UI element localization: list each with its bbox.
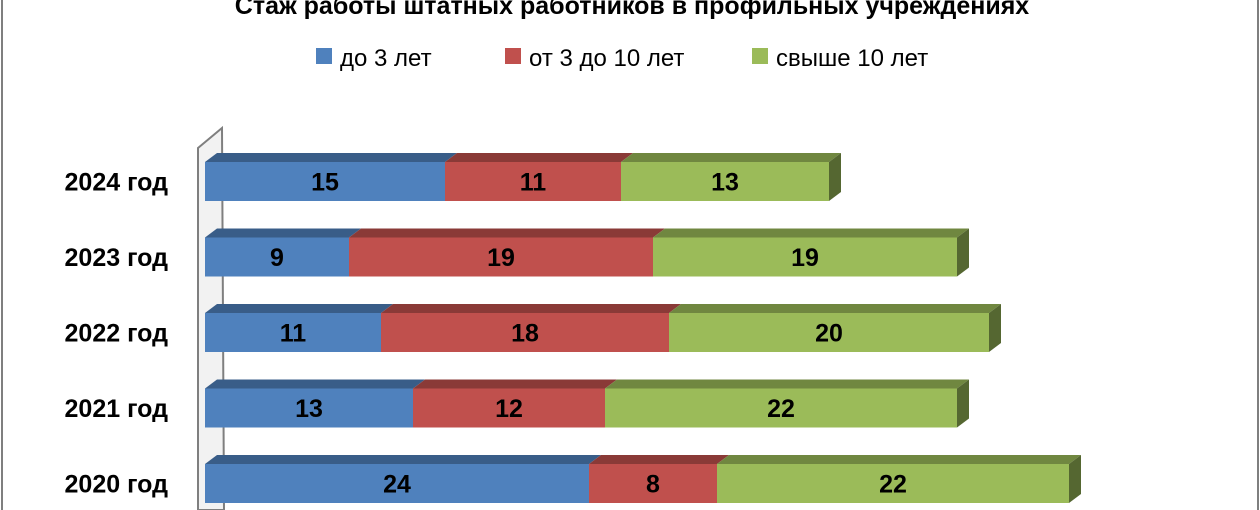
bar-segment-0-1: 11	[445, 153, 633, 201]
bar-front-face	[589, 464, 717, 503]
bar-front-face	[445, 162, 621, 201]
bar-front-face	[205, 464, 589, 503]
legend-swatch-0	[316, 48, 332, 64]
bar-top-face	[653, 228, 969, 238]
bar-segment-1-0: 9	[205, 228, 361, 277]
bar-segment-3-2: 22	[605, 379, 969, 428]
bar-segment-4-0: 24	[205, 455, 601, 503]
data-label-3-2: 22	[767, 395, 795, 423]
bar-front-face	[381, 313, 669, 352]
data-label-0-1: 11	[520, 169, 547, 197]
bar-side-face	[957, 228, 969, 277]
category-label-1: 2023 год	[65, 244, 169, 272]
bar-front-face	[349, 237, 653, 277]
data-label-4-2: 22	[879, 471, 907, 499]
bar-front-face	[653, 237, 957, 277]
bar-top-face	[621, 153, 841, 162]
bar-front-face	[205, 162, 445, 201]
bar-side-face	[829, 153, 841, 201]
bar-front-face	[717, 464, 1069, 503]
bar-segment-0-0: 15	[205, 153, 457, 201]
bar-top-face	[205, 153, 457, 162]
bar-front-face	[205, 237, 349, 277]
data-label-0-0: 15	[311, 169, 339, 197]
legend-label-1: от 3 до 10 лет	[529, 45, 684, 72]
legend-label-2: свыше 10 лет	[776, 45, 928, 72]
bar-top-face	[205, 228, 361, 238]
bar-top-face	[413, 379, 617, 389]
category-label-3: 2021 год	[65, 395, 169, 423]
data-label-4-1: 8	[646, 471, 660, 499]
bars-layer: 15 11 13 9 19 19 11 18 20 13 12 22 24 8 22	[205, 153, 1081, 503]
legend-label-0: до 3 лет	[340, 45, 432, 72]
bar-segment-0-2: 13	[621, 153, 841, 201]
category-axis-labels: 2024 год 2023 год 2022 год 2021 год 2020 год	[65, 169, 169, 499]
bar-front-face	[205, 313, 381, 352]
bar-segment-3-1: 12	[413, 379, 617, 428]
category-label-2: 2022 год	[65, 320, 169, 348]
chart-title: Стаж работы штатных работников в профиль…	[235, 0, 1030, 20]
data-label-3-1: 12	[495, 395, 523, 423]
category-label-4: 2020 год	[65, 471, 169, 499]
bar-top-face	[717, 455, 1081, 464]
bar-segment-2-1: 18	[381, 304, 681, 352]
bar-side-face	[1069, 455, 1081, 503]
bar-segment-1-1: 19	[349, 228, 665, 277]
bar-top-face	[669, 304, 1001, 313]
legend-swatch-2	[752, 48, 768, 64]
bar-front-face	[621, 162, 829, 201]
bar-top-face	[589, 455, 729, 464]
bar-side-face	[989, 304, 1001, 352]
bar-top-face	[205, 379, 425, 389]
bar-top-face	[605, 379, 969, 389]
category-label-0: 2024 год	[65, 169, 169, 197]
bar-side-face	[957, 379, 969, 428]
data-label-2-0: 11	[280, 320, 307, 348]
data-label-1-0: 9	[270, 244, 284, 272]
bar-top-face	[205, 455, 601, 464]
bar-segment-4-1: 8	[589, 455, 729, 503]
data-label-1-2: 19	[791, 244, 819, 272]
bar-front-face	[669, 313, 989, 352]
data-label-2-1: 18	[511, 320, 539, 348]
bar-segment-4-2: 22	[717, 455, 1081, 503]
bar-top-face	[349, 228, 665, 238]
bar-front-face	[413, 388, 605, 428]
bar-segment-2-0: 11	[205, 304, 393, 352]
bar-segment-3-0: 13	[205, 379, 425, 428]
bar-front-face	[605, 388, 957, 428]
bar-top-face	[445, 153, 633, 162]
bar-top-face	[381, 304, 681, 313]
bar-top-face	[205, 304, 393, 313]
legend: до 3 лет от 3 до 10 лет свыше 10 лет	[316, 45, 928, 72]
bar-segment-1-2: 19	[653, 228, 969, 277]
bar-segment-2-2: 20	[669, 304, 1001, 352]
data-label-4-0: 24	[383, 471, 411, 499]
data-label-2-2: 20	[815, 320, 843, 348]
bar-front-face	[205, 388, 413, 428]
data-label-1-1: 19	[487, 244, 515, 272]
data-label-0-2: 13	[711, 169, 739, 197]
legend-swatch-1	[505, 48, 521, 64]
data-label-3-0: 13	[295, 395, 323, 423]
